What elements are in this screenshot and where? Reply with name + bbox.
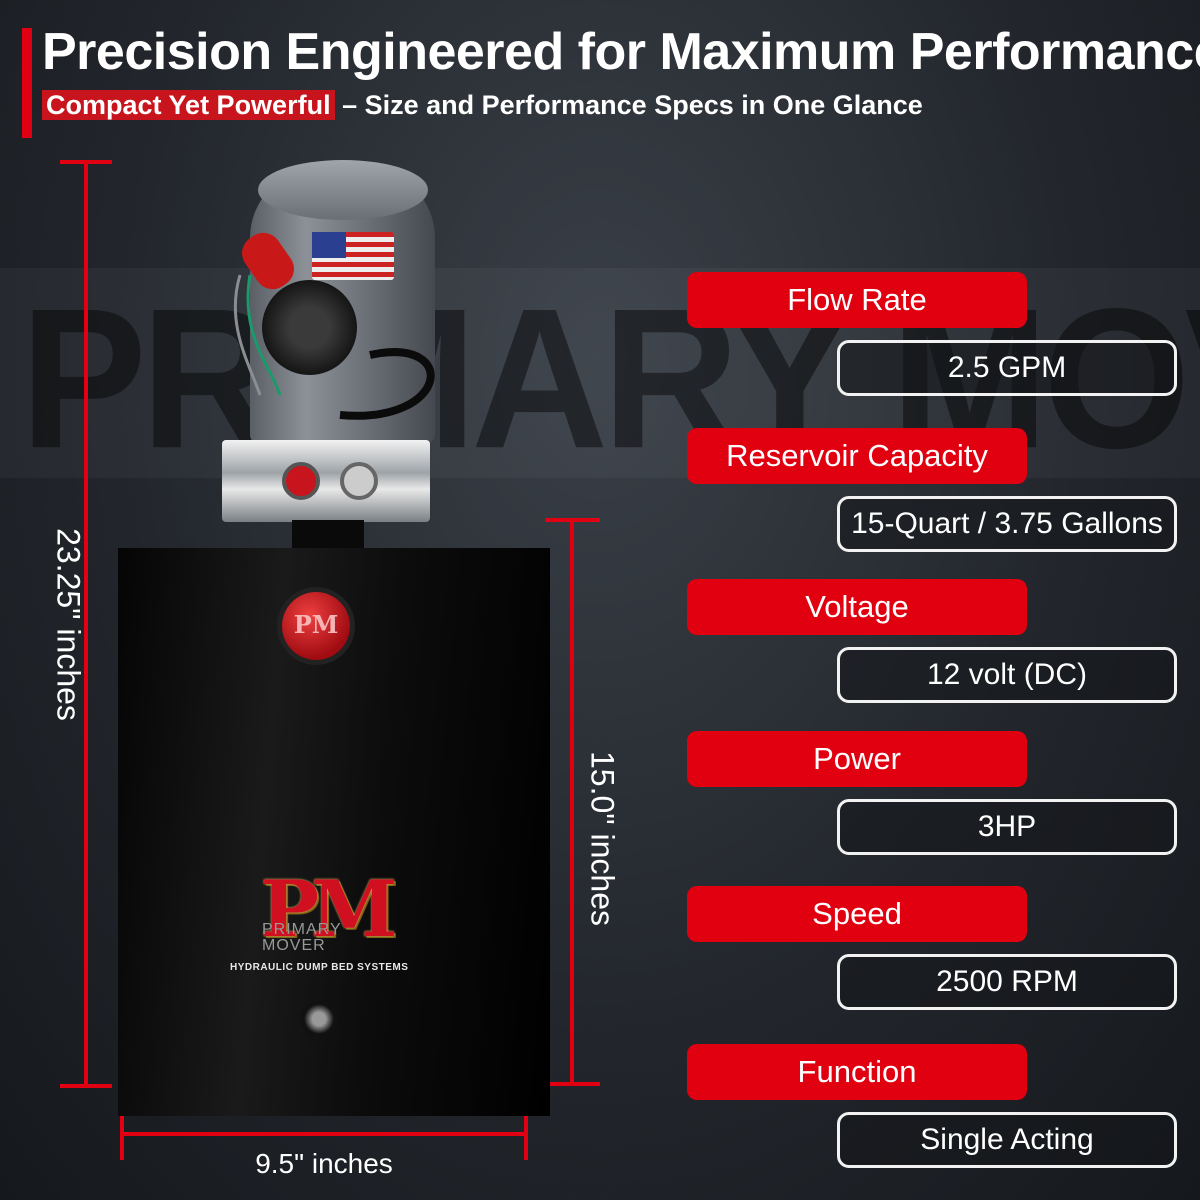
total-height-bottom-tick (60, 1084, 112, 1088)
spec-label-reservoir-capacity: Reservoir Capacity (687, 428, 1027, 484)
total-height-label: 23.25" inches (50, 528, 87, 721)
logo-brand: PRIMARY MOVER (262, 922, 342, 954)
spec-value-voltage: 12 volt (DC) (837, 647, 1177, 703)
width-line (120, 1132, 528, 1136)
tank-height-label: 15.0" inches (584, 750, 621, 927)
logo-brand-line2: MOVER (262, 937, 326, 954)
motor-end-cap (258, 160, 428, 220)
spec-value-function: Single Acting (837, 1112, 1177, 1168)
pressure-port-red (282, 462, 320, 500)
logo-mark: PM (260, 864, 398, 955)
us-flag-canton (312, 232, 346, 258)
width-right-tick (524, 1108, 528, 1160)
logo-brand-line1: PRIMARY (262, 921, 342, 938)
pump-neck (292, 520, 364, 550)
valve-manifold (222, 440, 430, 522)
spec-label-power: Power (687, 731, 1027, 787)
spec-label-function: Function (687, 1044, 1027, 1100)
wiring-cables (233, 274, 435, 420)
subtitle-text: – Size and Performance Specs in One Glan… (334, 90, 923, 120)
spec-value-speed: 2500 RPM (837, 954, 1177, 1010)
spec-value-power: 3HP (837, 799, 1177, 855)
spec-label-voltage: Voltage (687, 579, 1027, 635)
total-height-line (84, 160, 88, 1088)
tank-height-line (570, 518, 574, 1086)
spec-label-flow-rate: Flow Rate (687, 272, 1027, 328)
return-port (340, 462, 378, 500)
spec-value-reservoir-capacity: 15-Quart / 3.75 Gallons (837, 496, 1177, 552)
logo-tagline: HYDRAULIC DUMP BED SYSTEMS (230, 962, 409, 973)
starter-solenoid (262, 280, 357, 375)
width-label: 9.5" inches (255, 1148, 393, 1179)
spec-label-speed: Speed (687, 886, 1027, 942)
tank-height-bottom-tick (545, 1082, 600, 1086)
fill-cap (282, 592, 350, 660)
drain-plug (300, 1000, 338, 1038)
spec-value-flow-rate: 2.5 GPM (837, 340, 1177, 396)
page-title: Precision Engineered for Maximum Perform… (42, 23, 1200, 81)
brand-logo: PM (230, 870, 420, 950)
page-subtitle: Compact Yet Powerful – Size and Performa… (42, 90, 923, 121)
title-accent-bar (22, 28, 32, 138)
fill-cap-mark: PM (293, 610, 339, 639)
subtitle-highlight: Compact Yet Powerful (42, 90, 335, 120)
